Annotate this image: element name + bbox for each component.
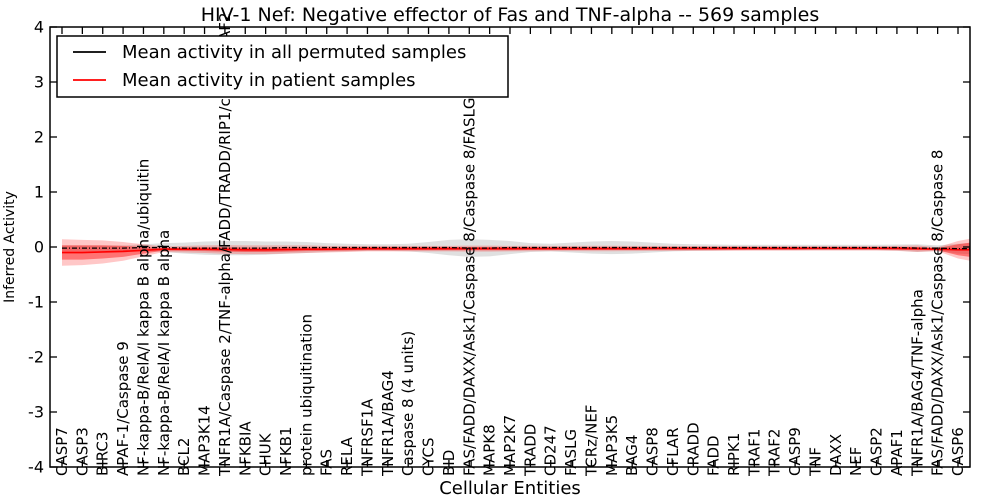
x-tick-label: protein ubiquitination <box>297 314 315 476</box>
x-tick-label: TNFR1A/BAG4/TNF-alpha <box>908 289 926 477</box>
band-patient-inner <box>62 242 970 260</box>
x-tick-label: FASLG <box>562 429 580 476</box>
x-tick-label: TCRz/NEF <box>582 405 600 477</box>
legend: Mean activity in all permuted samples Me… <box>56 35 509 98</box>
y-tick-label: 4 <box>34 18 44 37</box>
y-tick-label: 2 <box>34 128 44 147</box>
x-tick-label: APAF-1/Caspase 9 <box>114 341 132 476</box>
x-tick-label: TNFR1A/BAG4 <box>379 370 397 477</box>
y-tick-label: 3 <box>34 73 44 92</box>
series-lines <box>62 246 970 254</box>
x-tick-label: MAP3K14 <box>196 405 214 476</box>
x-axis-label: Cellular Entities <box>439 478 581 499</box>
x-tick-label: NEF <box>847 447 865 476</box>
y-tick-label: 1 <box>34 183 44 202</box>
x-tick-label: CASP9 <box>786 427 804 476</box>
x-tick-label: TNF <box>806 447 824 477</box>
x-tick-label: NF-kappa-B/RelA/I kappa B alpha/ubiquiti… <box>134 159 152 476</box>
x-tick-label: FAS/FADD/DAXX/Ask1/Caspase 8/Caspase 8/F… <box>460 98 478 477</box>
y-tick-labels: 4 3 2 1 0 -1 -2 -3 -4 <box>28 18 44 477</box>
band-patient-outer <box>62 238 970 266</box>
x-tick-label: TRAF2 <box>766 429 784 477</box>
y-tick-label: 0 <box>34 238 44 257</box>
x-tick-label: MAP3K5 <box>603 415 621 476</box>
legend-box <box>56 35 509 98</box>
y-tick-label: -3 <box>28 403 44 422</box>
x-tick-label: TRADD <box>521 424 539 477</box>
x-tick-label: CASP7 <box>53 427 71 476</box>
x-tick-labels: CASP7 CASP3 BIRC3 APAF-1/Caspase 9 NF-kappa-… <box>53 13 967 477</box>
x-tick-label: FAS/FADD/DAXX/Ask1/Caspase 8/Caspase 8 <box>929 150 947 476</box>
x-tick-label: MAPK8 <box>481 424 499 476</box>
x-tick-label: APAF1 <box>888 429 906 476</box>
x-tick-label: CRADD <box>684 422 702 476</box>
legend-label-patient: Mean activity in patient samples <box>122 70 416 91</box>
x-tick-label: RIPK1 <box>725 433 743 476</box>
x-tick-label: FADD <box>705 435 723 476</box>
x-tick-label: TNFR1A/Caspase 2/TNF-alpha/FADD/TRADD/RI… <box>216 13 234 477</box>
x-tick-label: RELA <box>338 436 356 476</box>
line-permuted-mean <box>62 246 970 250</box>
x-tick-label: TRAF1 <box>745 429 763 477</box>
x-tick-label: BID <box>440 450 458 476</box>
x-tick-label: MAP2K7 <box>501 415 519 476</box>
x-tick-label: BIRC3 <box>94 432 112 476</box>
x-tick-label: CFLAR <box>664 428 682 477</box>
x-tick-label: CASP6 <box>949 427 967 476</box>
axis-ticks <box>50 26 970 468</box>
x-tick-label: CASP3 <box>73 427 91 476</box>
x-tick-label: DAXX <box>827 434 845 476</box>
x-tick-label: NFKB1 <box>277 426 295 476</box>
x-tick-label: CYCS <box>420 437 438 476</box>
y-tick-label: -4 <box>28 458 44 477</box>
legend-label-permuted: Mean activity in all permuted samples <box>122 42 466 63</box>
x-tick-label: BCL2 <box>175 438 193 476</box>
x-tick-label: BAG4 <box>623 435 641 476</box>
x-tick-label: CASP8 <box>644 427 662 476</box>
x-tick-label: NFKBIA <box>236 421 254 476</box>
x-tick-label: CASP2 <box>868 427 886 476</box>
y-tick-label: -2 <box>28 348 44 367</box>
x-tick-label: CD247 <box>542 425 560 476</box>
x-tick-label: TNFRSF1A <box>358 398 376 477</box>
line-patient-mean <box>62 247 970 254</box>
y-tick-label: -1 <box>28 293 44 312</box>
x-tick-label: FAS <box>318 449 336 476</box>
chart-title: HIV-1 Nef: Negative effector of Fas and … <box>201 4 820 26</box>
x-tick-label: NF-kappa-B/RelA/I kappa B alpha <box>155 230 173 476</box>
x-tick-label: Caspase 8 (4 units) <box>399 331 417 476</box>
x-tick-label: CHUK <box>257 432 275 476</box>
y-axis-label: Inferred Activity <box>2 191 18 303</box>
